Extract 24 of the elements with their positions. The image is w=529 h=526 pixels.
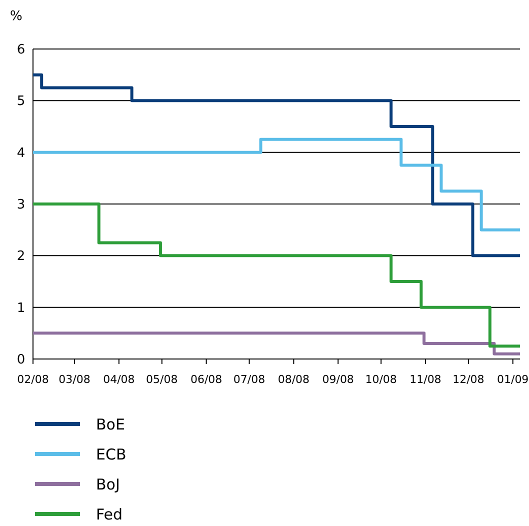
x-tick-label: 07/08 <box>233 373 266 386</box>
x-tick-label: 05/08 <box>146 373 178 386</box>
x-tick-label: 12/08 <box>452 373 484 386</box>
x-tick-label: 11/08 <box>410 373 442 386</box>
x-tick-label: 06/08 <box>190 373 222 386</box>
y-tick-label: 5 <box>16 94 26 110</box>
legend-label: BoE <box>96 415 125 434</box>
x-tick-label: 09/08 <box>322 373 354 386</box>
x-tick-label: 10/08 <box>365 373 397 386</box>
x-tick-label: 01/09 <box>496 373 529 386</box>
legend-label: BoJ <box>96 475 120 494</box>
legend-label: ECB <box>96 445 126 464</box>
x-tick-label: 02/08 <box>17 373 49 386</box>
y-tick-label: 4 <box>16 146 26 161</box>
y-tick-label: 2 <box>16 249 26 264</box>
y-axis-title: % <box>10 9 22 24</box>
x-tick-label: 08/08 <box>278 373 310 386</box>
y-tick-label: 1 <box>16 300 26 316</box>
legend-label: Fed <box>96 505 123 524</box>
y-tick-label: 3 <box>16 198 26 213</box>
x-tick-label: 03/08 <box>58 373 90 386</box>
y-tick-label: 6 <box>16 42 26 58</box>
y-tick-label: 0 <box>16 352 26 368</box>
x-tick-label: 04/08 <box>103 373 135 386</box>
